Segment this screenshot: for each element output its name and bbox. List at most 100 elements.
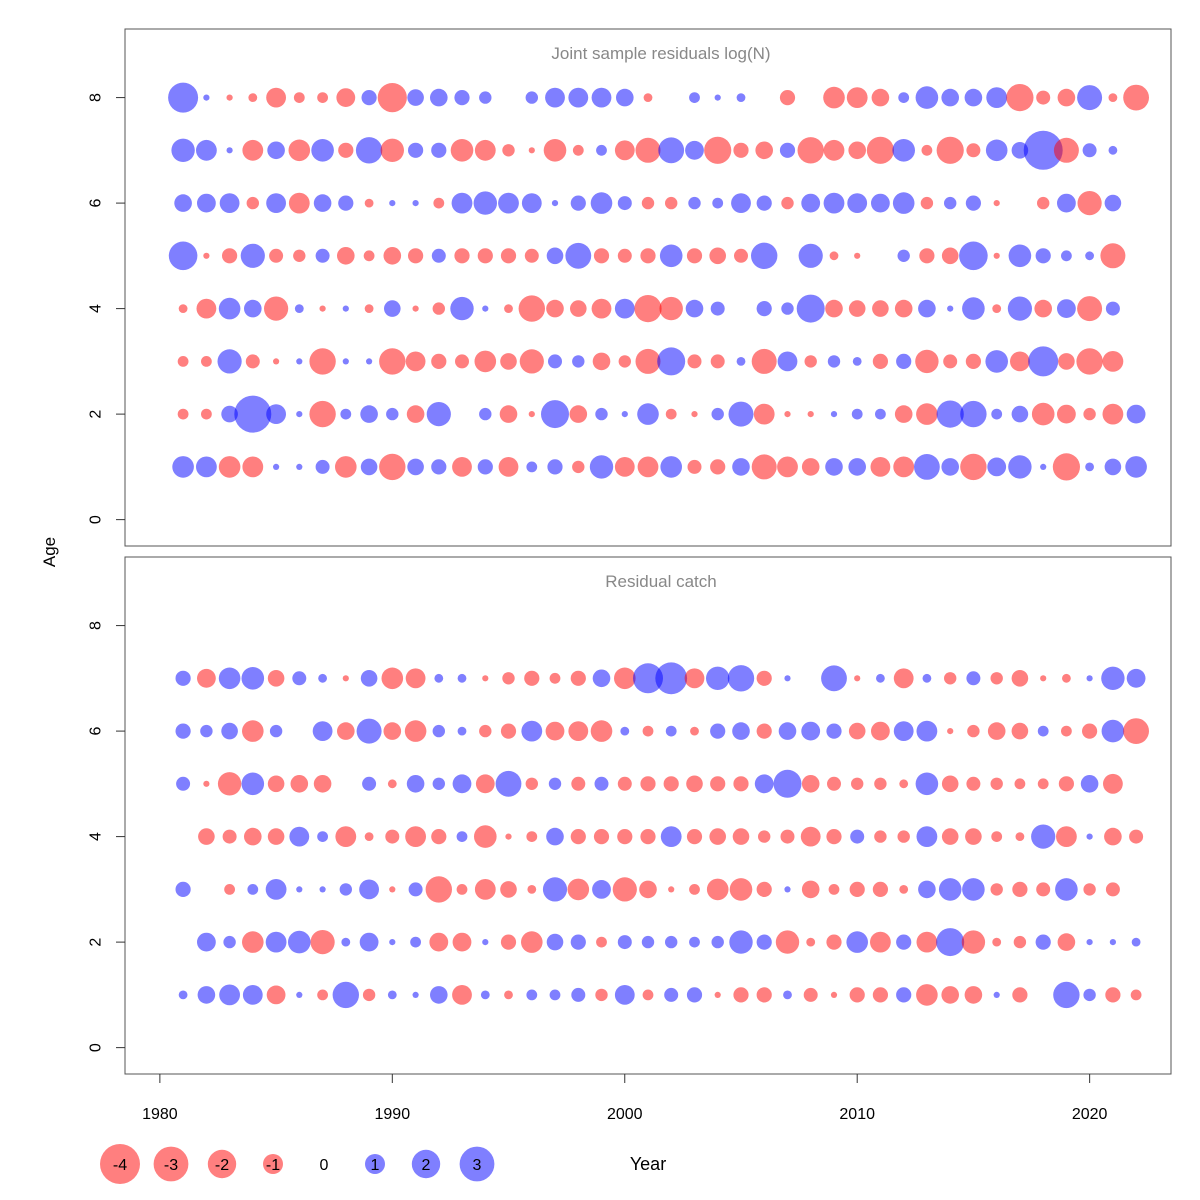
- residual-bubble: [894, 299, 913, 318]
- residual-bubble: [377, 83, 407, 113]
- residual-bubble: [1085, 462, 1094, 472]
- residual-bubble: [1077, 85, 1103, 111]
- residual-bubble: [589, 455, 614, 479]
- residual-bubble: [355, 137, 383, 164]
- residual-bubble: [710, 354, 725, 369]
- residual-bubble: [339, 883, 352, 896]
- residual-bubble: [406, 775, 425, 793]
- residual-bubble: [753, 403, 775, 425]
- residual-bubble: [546, 247, 564, 265]
- residual-bubble: [545, 87, 565, 108]
- residual-bubble: [203, 94, 210, 101]
- residual-bubble: [848, 300, 866, 317]
- residual-bubble: [706, 878, 729, 901]
- residual-bubble: [1102, 403, 1124, 425]
- residual-bubble: [966, 143, 981, 158]
- residual-bubble: [1035, 248, 1051, 264]
- residual-bubble: [385, 829, 400, 844]
- residual-bubble: [412, 305, 419, 312]
- residual-bubble: [296, 991, 303, 999]
- residual-bubble: [848, 141, 866, 160]
- residual-bubble: [474, 139, 496, 161]
- residual-bubble: [964, 986, 983, 1004]
- residual-bubble: [457, 726, 467, 736]
- residual-bubble: [527, 885, 537, 894]
- residual-bubble: [620, 726, 630, 736]
- residual-bubble: [659, 296, 683, 321]
- residual-bubble: [687, 354, 702, 369]
- residual-bubble: [916, 720, 938, 742]
- residual-bubble: [893, 456, 915, 478]
- residual-bubble: [502, 672, 515, 685]
- residual-bubble: [686, 829, 703, 845]
- residual-bubble: [387, 779, 397, 789]
- residual-bubble: [222, 829, 237, 844]
- residual-bubble: [1125, 456, 1147, 478]
- residual-bubble: [916, 931, 938, 953]
- residual-bubble: [335, 826, 357, 847]
- residual-bubble: [1104, 194, 1122, 212]
- y-axis: 0 2 4 6 8: [88, 93, 125, 524]
- residual-bubble: [593, 248, 610, 264]
- residual-bubble: [965, 828, 982, 845]
- residual-bubble: [356, 718, 382, 744]
- residual-bubble: [288, 139, 311, 162]
- residual-bubble: [756, 301, 772, 317]
- residual-bubble: [1012, 881, 1028, 898]
- residual-bubble: [714, 94, 721, 101]
- residual-bubble: [825, 299, 843, 318]
- residual-bubble: [518, 295, 545, 322]
- residual-bubble: [1040, 675, 1047, 682]
- residual-bubble: [993, 252, 1000, 259]
- residual-bubble: [849, 881, 865, 898]
- residual-bubble: [727, 665, 755, 692]
- residual-bubble: [1100, 243, 1126, 269]
- residual-bubble: [872, 353, 889, 369]
- residual-bubble: [691, 411, 698, 418]
- residual-bubble: [168, 241, 198, 271]
- residual-bubble: [825, 458, 843, 476]
- residual-bubble: [267, 775, 285, 793]
- residual-bubble: [1123, 718, 1149, 744]
- residual-bubble: [1028, 346, 1059, 377]
- residual-bubble: [1080, 775, 1099, 793]
- residual-bubble: [870, 457, 891, 477]
- residual-bubble: [711, 407, 724, 421]
- residual-bubble: [168, 82, 199, 113]
- residual-bubble: [201, 408, 212, 420]
- residual-bubble: [452, 985, 472, 1005]
- residual-bubble: [197, 193, 216, 213]
- residual-bubble: [568, 87, 589, 108]
- residual-bubble: [733, 142, 749, 158]
- residual-bubble: [381, 667, 404, 690]
- residual-bubble: [1011, 722, 1029, 740]
- residual-bubble: [751, 242, 778, 269]
- residual-bubble: [897, 830, 910, 843]
- residual-bubble: [313, 775, 332, 793]
- residual-bubble: [798, 243, 823, 268]
- residual-bubble: [826, 934, 842, 950]
- residual-bubble: [614, 667, 636, 690]
- residual-bubble: [1013, 935, 1027, 949]
- residual-bubble: [898, 92, 910, 103]
- residual-bubble: [595, 988, 608, 1002]
- residual-bubble: [775, 930, 800, 954]
- residual-bubble: [1031, 824, 1056, 849]
- residual-bubble: [265, 879, 287, 900]
- residual-bubble: [313, 194, 332, 212]
- residual-bubble: [412, 200, 419, 207]
- residual-bubble: [1076, 348, 1103, 375]
- residual-bubble: [196, 298, 217, 319]
- residual-bubble: [1108, 145, 1118, 155]
- residual-bubble: [265, 931, 287, 953]
- residual-bubble: [361, 90, 377, 106]
- residual-bubble: [519, 349, 544, 374]
- residual-bubble: [479, 407, 492, 421]
- residual-bubble: [1036, 90, 1051, 105]
- residual-bubble: [754, 774, 774, 794]
- residual-bubble: [364, 832, 374, 841]
- residual-bubble: [477, 248, 493, 264]
- residual-bubble: [549, 989, 561, 1001]
- residual-bubble: [364, 304, 374, 313]
- residual-bubble: [431, 142, 447, 158]
